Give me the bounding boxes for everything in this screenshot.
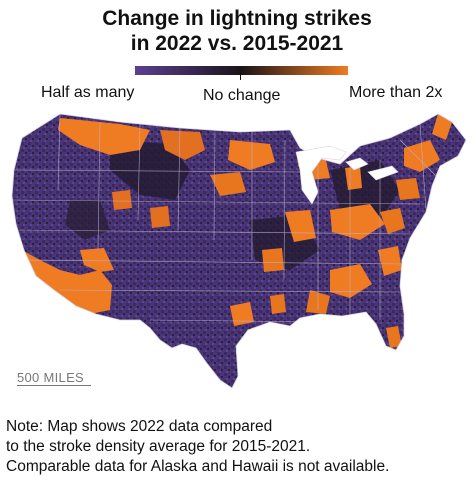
- us-lightning-map: [11, 113, 467, 389]
- legend-mid-tick: [240, 74, 241, 80]
- legend-color-bar: [135, 66, 348, 75]
- title-line-2: in 2022 vs. 2015-2021: [130, 32, 344, 55]
- legend-low-label: Half as many: [41, 84, 135, 101]
- note-line-2: to the stroke density average for 2015-2…: [6, 438, 311, 455]
- map-title: Change in lightning strikes in 2022 vs. …: [0, 6, 474, 56]
- state-borders: [12, 114, 441, 323]
- legend-high-label: More than 2x: [349, 84, 443, 101]
- legend-mid-label: No change: [203, 87, 281, 104]
- great-lakes: [295, 145, 347, 205]
- scale-bar-line: [17, 385, 91, 386]
- note-line-1: Note: Map shows 2022 data compared: [6, 418, 273, 435]
- scale-bar-label: 500 MILES: [17, 370, 85, 385]
- note-line-3: Comparable data for Alaska and Hawaii is…: [6, 458, 390, 475]
- title-line-1: Change in lightning strikes: [102, 7, 372, 30]
- map-note: Note: Map shows 2022 data compared to th…: [6, 417, 389, 477]
